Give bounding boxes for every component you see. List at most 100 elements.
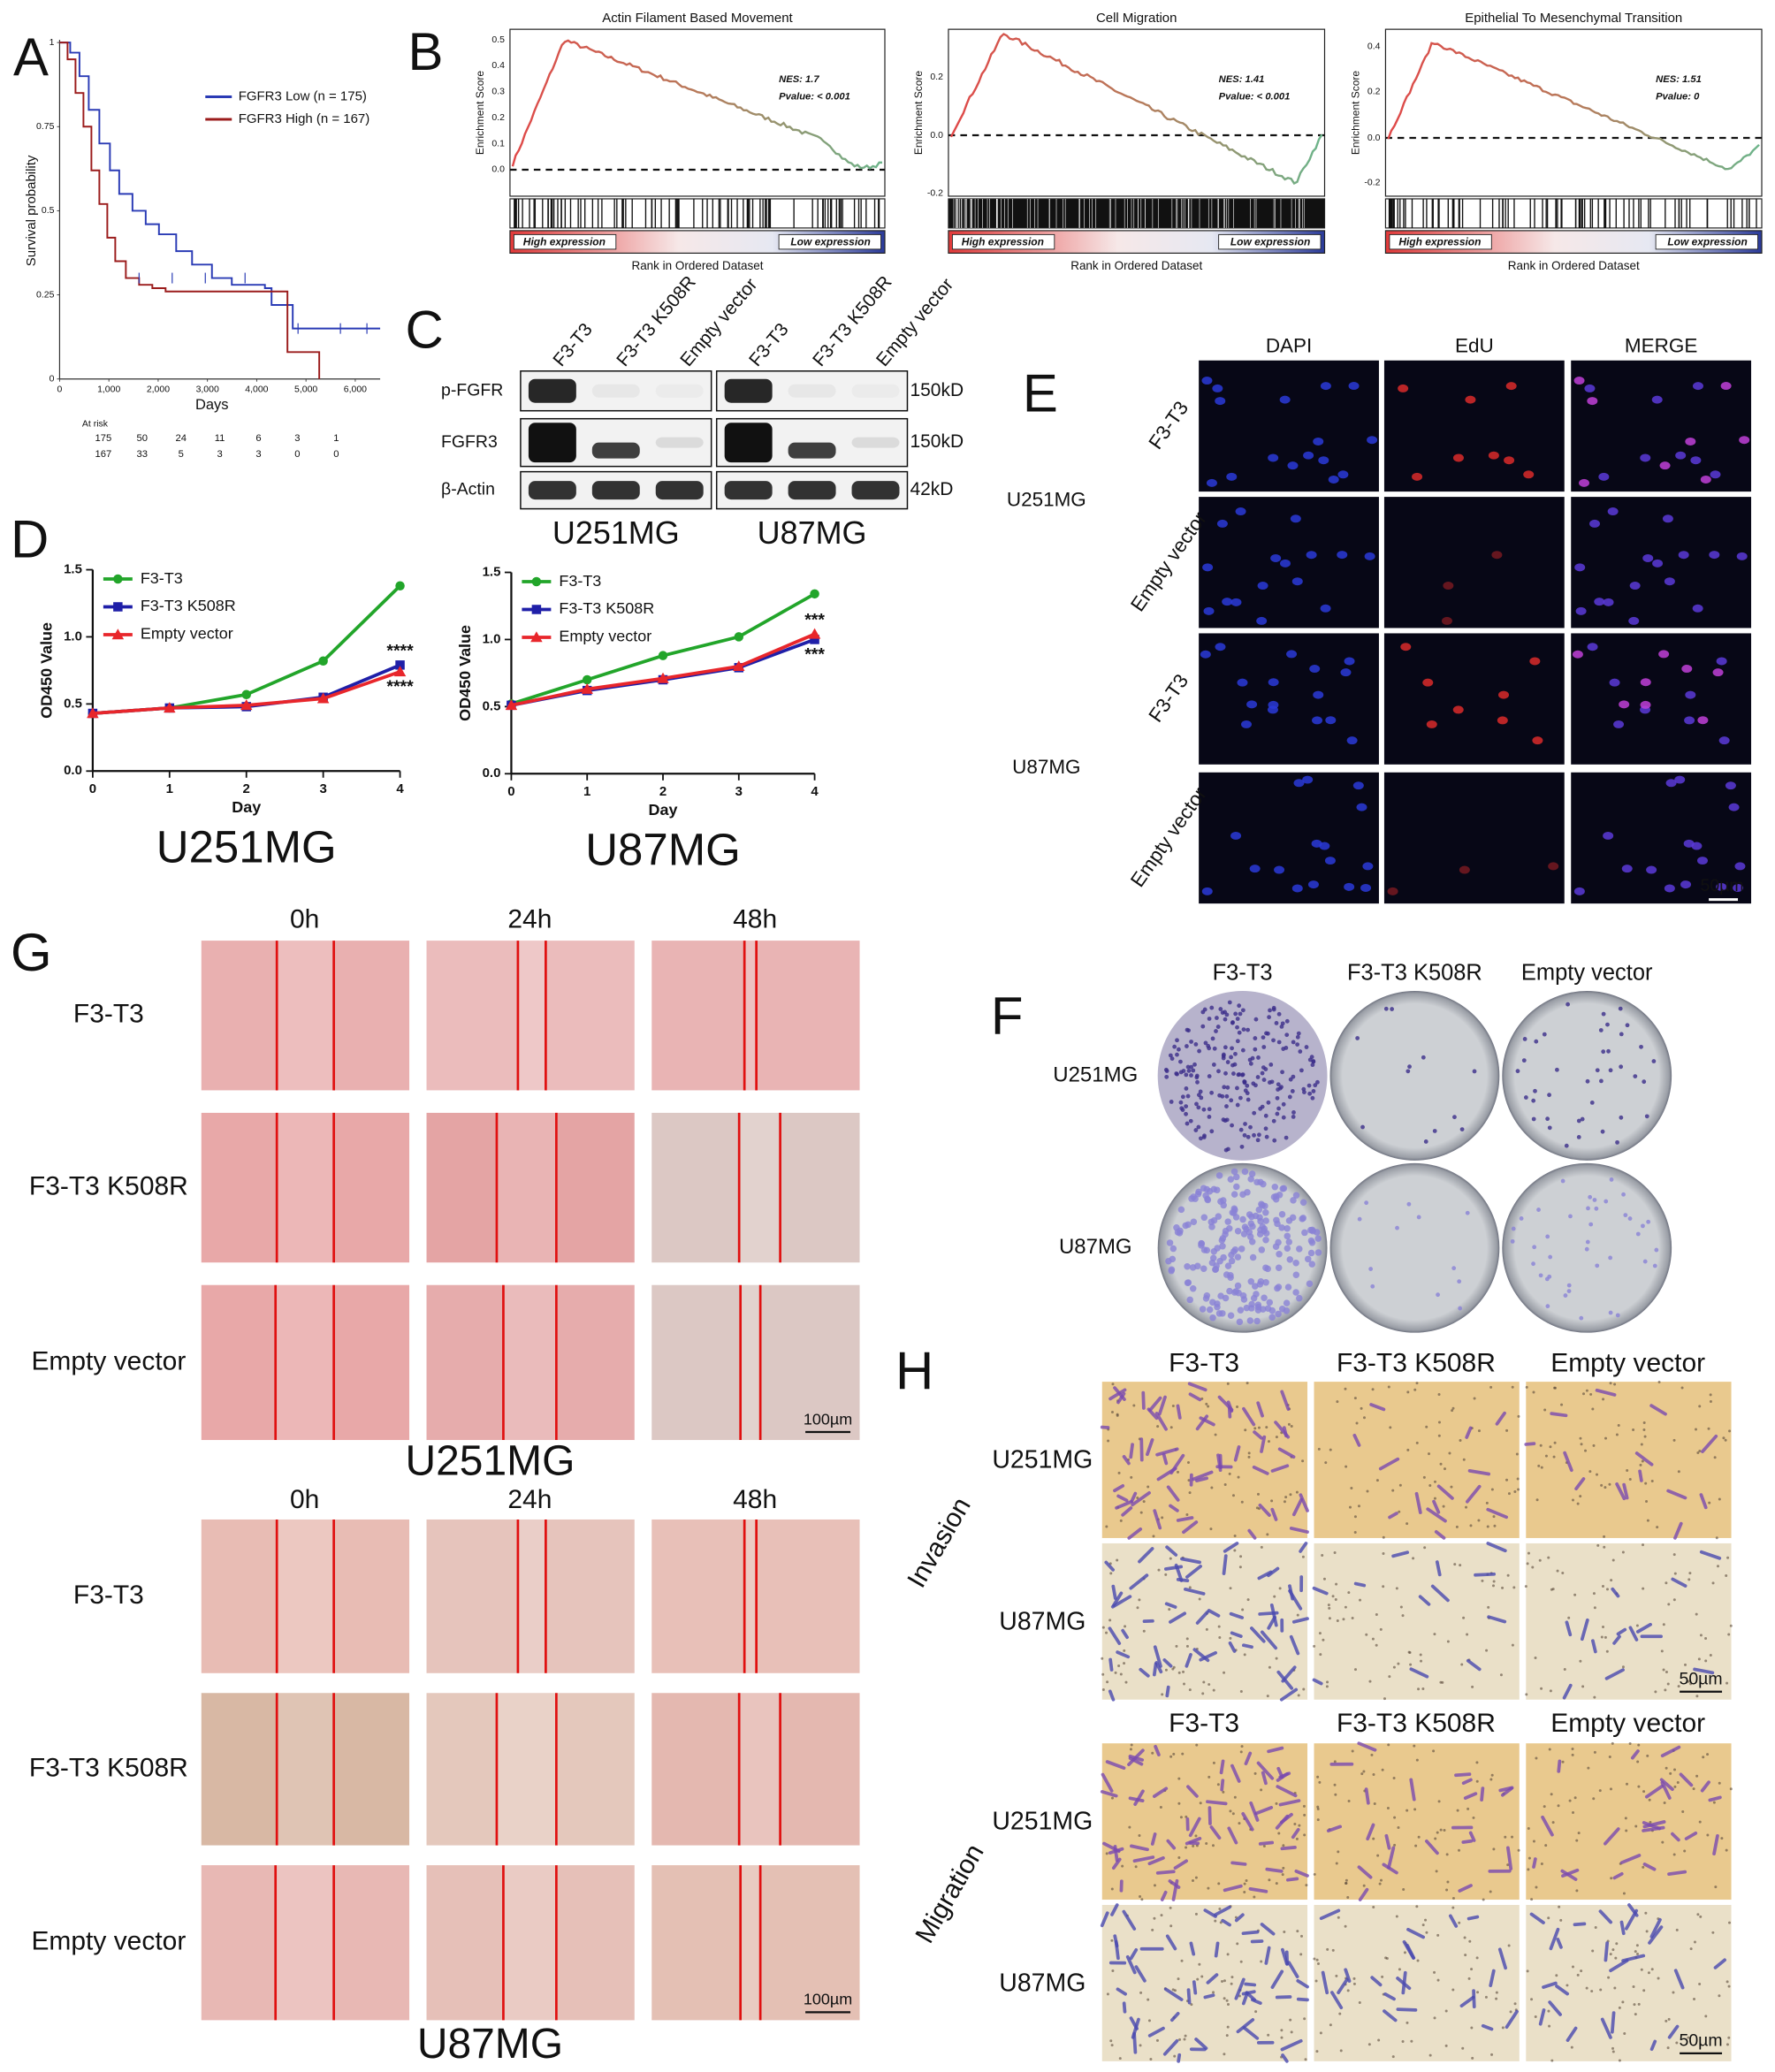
- pore: [1159, 1806, 1162, 1809]
- band: [788, 442, 836, 459]
- panel-letter: G: [11, 923, 52, 982]
- cell: [1139, 1437, 1144, 1462]
- cell: [1291, 1497, 1304, 1517]
- y-tick-label: 0.2: [491, 113, 505, 123]
- pore: [1665, 1670, 1668, 1673]
- colony: [1215, 1172, 1223, 1179]
- pore: [1110, 2044, 1114, 2047]
- pore: [1704, 2015, 1708, 2018]
- pore: [1437, 1800, 1441, 1803]
- plot-title: Cell Migration: [1096, 11, 1177, 26]
- colony: [1193, 1041, 1199, 1047]
- pore: [1117, 1664, 1121, 1668]
- colony: [1261, 1035, 1266, 1040]
- pore: [1476, 1991, 1480, 1994]
- cell: [1234, 1913, 1245, 1923]
- colony: [1257, 1277, 1265, 1285]
- colony: [1245, 1091, 1250, 1096]
- colony: [1314, 1235, 1322, 1242]
- colony: [1307, 1249, 1315, 1257]
- pore: [1527, 1868, 1530, 1871]
- cell: [1206, 1973, 1219, 1984]
- pore: [1698, 1983, 1702, 1986]
- pore: [1602, 1626, 1605, 1629]
- pore: [1450, 1485, 1453, 1489]
- pore: [1177, 1856, 1181, 1860]
- cell: [1280, 2038, 1303, 2052]
- row-label: Empty vector: [1126, 783, 1211, 891]
- colony: [1566, 1289, 1572, 1294]
- colony: [1166, 1239, 1174, 1246]
- pore: [1415, 1758, 1419, 1762]
- cell: [1269, 1604, 1278, 1627]
- pore: [1725, 1848, 1728, 1852]
- pore: [1525, 1385, 1528, 1389]
- colony: [1299, 1068, 1304, 1073]
- cell: [1130, 1844, 1149, 1852]
- pore: [1244, 1428, 1247, 1432]
- pore: [1463, 1936, 1466, 1939]
- colony: [1310, 1095, 1315, 1101]
- at-risk-count: 11: [215, 433, 225, 444]
- x-tick-label: 2,000: [147, 385, 170, 394]
- cell: [1165, 1934, 1177, 1951]
- pore: [1544, 1454, 1548, 1458]
- cell: [1659, 1778, 1674, 1792]
- pore: [1650, 1480, 1654, 1483]
- nucleus: [1206, 478, 1217, 487]
- colony: [1416, 1215, 1421, 1220]
- colony: [1515, 1069, 1520, 1074]
- nucleus: [1504, 456, 1515, 465]
- cell: [1169, 1504, 1179, 1512]
- cell: [1466, 1915, 1480, 1921]
- cell: [1642, 1820, 1666, 1829]
- colony: [1263, 1126, 1268, 1131]
- colony: [1186, 1068, 1192, 1073]
- pore: [1205, 1402, 1208, 1405]
- x-tick-label: 4: [396, 781, 404, 796]
- wound: [739, 1112, 781, 1263]
- pore: [1437, 1421, 1441, 1424]
- at-risk-label: At risk: [82, 419, 109, 429]
- pore: [1138, 1834, 1141, 1838]
- colony: [1255, 1075, 1261, 1079]
- pore: [1618, 2059, 1621, 2062]
- significance: ****: [386, 641, 414, 660]
- x-label: Rank in Ordered Dataset: [631, 259, 763, 272]
- pore: [1388, 1675, 1391, 1679]
- colony: [1284, 1225, 1291, 1232]
- low-label: Low expression: [1667, 236, 1747, 248]
- pore: [1441, 1680, 1444, 1684]
- cell: [1466, 1658, 1482, 1672]
- pore: [1195, 1743, 1199, 1747]
- cell: [1233, 1445, 1241, 1462]
- pore: [1683, 1849, 1687, 1853]
- pore: [1217, 1625, 1221, 1628]
- nucleus: [1249, 865, 1261, 873]
- image: [426, 1112, 635, 1263]
- pore: [1182, 1682, 1185, 1686]
- y-tick-label: 0.0: [483, 766, 501, 781]
- cell: [1604, 1941, 1610, 1962]
- colony: [1271, 1118, 1276, 1124]
- pore: [1393, 1843, 1397, 1847]
- nucleus: [1579, 478, 1590, 487]
- pore: [1344, 1387, 1347, 1390]
- colony: [1222, 1085, 1227, 1090]
- nucleus: [1328, 475, 1339, 484]
- nucleus: [1739, 436, 1750, 445]
- colony: [1200, 1024, 1206, 1029]
- colony: [1291, 1040, 1296, 1045]
- colony: [1240, 1008, 1246, 1013]
- pore: [1347, 1800, 1351, 1803]
- km-curve: [59, 42, 321, 379]
- pore: [1625, 1782, 1628, 1786]
- pore: [1177, 1802, 1181, 1805]
- cell: [1299, 1542, 1308, 1553]
- pore: [1729, 1624, 1733, 1627]
- pore: [1608, 1756, 1611, 1759]
- nucleus: [1607, 507, 1619, 516]
- point: [505, 699, 518, 711]
- band: [724, 423, 773, 463]
- pore: [1467, 1977, 1471, 1980]
